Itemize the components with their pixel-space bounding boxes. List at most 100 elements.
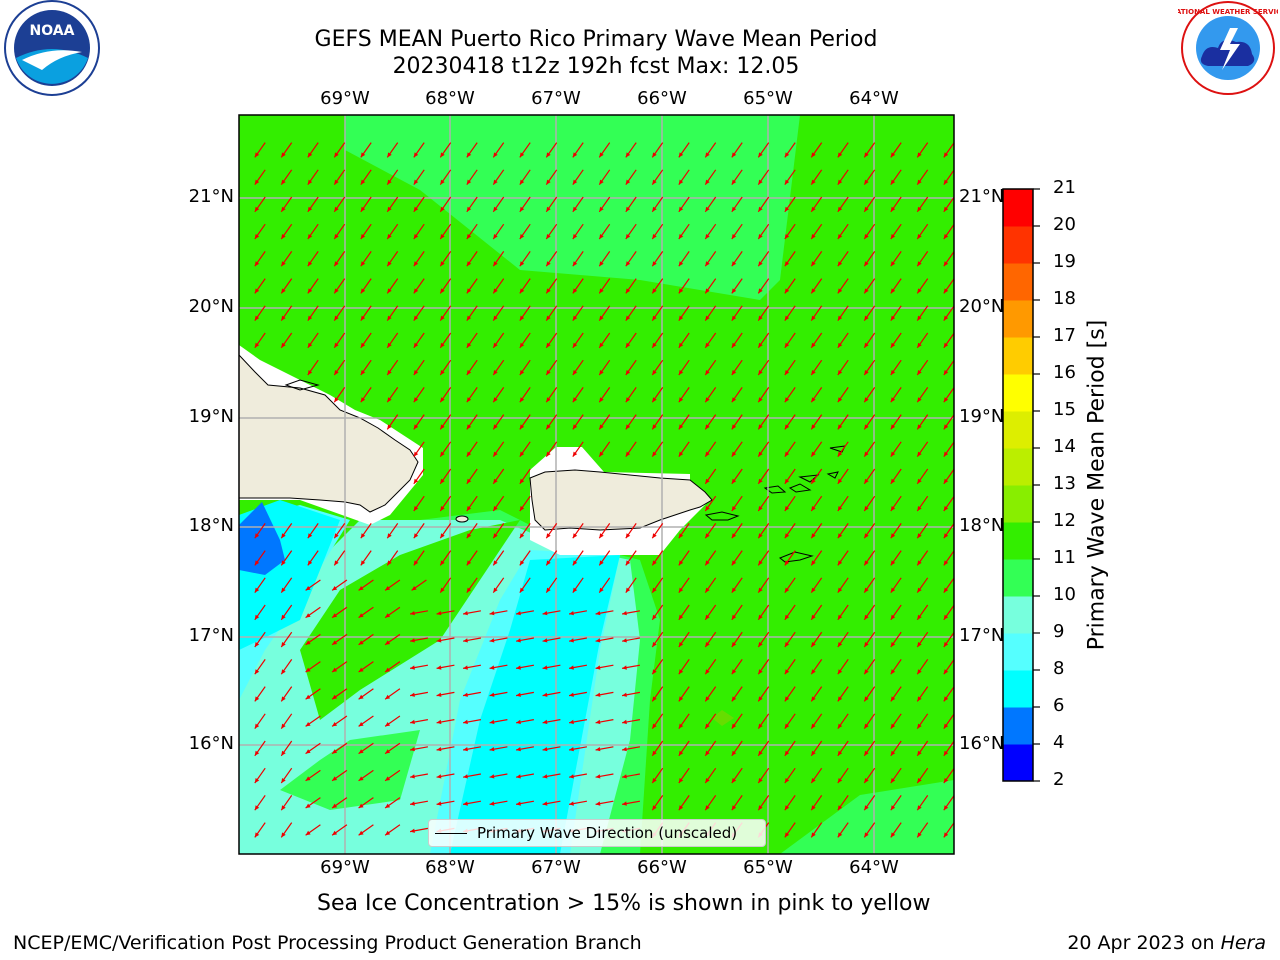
wave-direction-arrowhead [837, 832, 843, 838]
wave-direction-arrowhead [705, 234, 710, 239]
colorbar-segment [1003, 485, 1033, 523]
wave-direction-arrowhead [837, 778, 843, 783]
wave-direction-arrowhead [542, 611, 548, 616]
wave-direction-arrowhead [493, 533, 498, 539]
wave-direction-arrowhead [360, 179, 366, 185]
wave-direction-arrowhead [385, 749, 391, 754]
wave-direction-arrowhead [811, 451, 816, 457]
wave-direction-arrowhead [569, 665, 574, 670]
wave-direction-arrowhead [758, 424, 763, 430]
wave-direction-arrowhead [917, 805, 922, 811]
wave-direction-arrowhead [784, 642, 790, 647]
wave-direction-arrowhead [489, 719, 495, 725]
wave-direction-arrowhead [705, 342, 710, 348]
wave-direction-arrowhead [569, 611, 574, 616]
wave-direction-arrowhead [493, 234, 498, 239]
wave-direction-arrowhead [943, 206, 949, 212]
wave-direction-arrowhead [943, 234, 949, 239]
wave-direction-arrowhead [599, 451, 604, 457]
wave-direction-arrowhead [652, 614, 657, 620]
wave-direction-arrowhead [731, 234, 737, 239]
wave-direction-arrowhead [678, 669, 684, 675]
wave-direction-arrowhead [440, 533, 445, 539]
wave-direction-arrowhead [519, 342, 525, 348]
wave-direction-arrowhead [440, 152, 445, 158]
wave-direction-arrowhead [864, 642, 869, 647]
wave-direction-arrowhead [943, 370, 949, 375]
wave-direction-arrowhead [436, 611, 442, 616]
wave-direction-arrowhead [358, 613, 364, 618]
hispaniola-land [239, 354, 419, 513]
wave-direction-arrowhead [569, 719, 574, 725]
wave-direction-arrowhead [943, 478, 949, 484]
wave-direction-arrowhead [864, 206, 869, 212]
wave-direction-arrowhead [864, 234, 869, 239]
colorbar-segment [1003, 559, 1033, 597]
colorbar-tick-label: 6 [1053, 695, 1065, 716]
wave-direction-arrowhead [758, 288, 763, 294]
lon-label-top: 66°W [637, 88, 687, 109]
wave-direction-arrowhead [440, 587, 445, 593]
wave-direction-arrowhead [254, 832, 260, 838]
wave-direction-arrowhead [625, 179, 631, 185]
wave-direction-arrowhead [572, 533, 578, 539]
wave-direction-arrowhead [305, 694, 311, 700]
wave-direction-arrowhead [758, 805, 763, 811]
period-band-11-12-tongue [300, 520, 520, 720]
wave-direction-arrowhead [890, 533, 896, 539]
period-band-6-8-central [450, 555, 620, 854]
wave-direction-arrowhead [864, 832, 869, 838]
wave-direction-arrowhead [387, 424, 392, 430]
wave-direction-arrowhead [358, 694, 364, 700]
wave-direction-arrowhead [758, 669, 763, 675]
wave-direction-arrowhead [864, 560, 869, 566]
wave-direction-arrowhead [387, 342, 392, 348]
chart-subtitle: 20230418 t12z 192h fcst Max: 12.05 [392, 54, 800, 79]
wave-direction-arrowhead [493, 152, 498, 158]
wave-direction-arrowhead [493, 315, 498, 321]
wave-direction-arrowhead [652, 342, 657, 348]
wave-direction-arrowhead [387, 206, 392, 212]
sea-ice-caption: Sea Ice Concentration > 15% is shown in … [317, 891, 931, 916]
lat-label-left: 19°N [188, 406, 234, 427]
wave-direction-arrowhead [334, 342, 339, 348]
wave-direction-arrowhead [837, 370, 843, 375]
wave-direction-arrowhead [837, 614, 843, 620]
colorbar-tick-label: 19 [1053, 251, 1076, 272]
wave-direction-arrowhead [890, 614, 896, 620]
wave-direction-arrowhead [281, 533, 286, 539]
noaa-logo: NOAA [2, 0, 102, 100]
wave-direction-arrowhead [917, 179, 922, 185]
wave-direction-arrowhead [731, 560, 737, 566]
wave-direction-arrowhead [652, 288, 657, 294]
wave-direction-arrowhead [943, 832, 949, 838]
wave-direction-arrowhead [599, 261, 604, 267]
wave-direction-arrowhead [864, 179, 869, 185]
wave-direction-arrowhead [281, 723, 286, 729]
colorbar-segment [1003, 744, 1033, 782]
wave-direction-arrowhead [360, 234, 366, 239]
wave-direction-arrowhead [413, 288, 419, 294]
wave-direction-arrowhead [569, 801, 574, 806]
wave-direction-arrowhead [546, 560, 551, 566]
wave-direction-arrowhead [493, 342, 498, 348]
wave-direction-arrowhead [784, 723, 790, 729]
wave-direction-arrowhead [678, 805, 684, 811]
wave-direction-arrowhead [569, 638, 574, 643]
wave-direction-arrowhead [784, 261, 790, 267]
wave-direction-arrowhead [784, 750, 790, 756]
wave-direction-arrowhead [625, 234, 631, 239]
colorbar-segment [1003, 411, 1033, 449]
wave-direction-arrowhead [917, 696, 922, 702]
wave-direction-arrowhead [334, 288, 339, 294]
lat-label-left: 18°N [188, 515, 234, 536]
wave-direction-arrowhead [625, 261, 631, 267]
wave-direction-arrowhead [678, 533, 684, 539]
wave-direction-arrowhead [489, 638, 495, 643]
footer-machine: Hera [1220, 932, 1266, 954]
wave-direction-arrowhead [305, 803, 311, 808]
wave-direction-arrowhead [463, 747, 468, 752]
wave-direction-arrowhead [440, 397, 445, 403]
wave-direction-arrowhead [466, 234, 472, 239]
wave-direction-arrowhead [652, 234, 657, 239]
